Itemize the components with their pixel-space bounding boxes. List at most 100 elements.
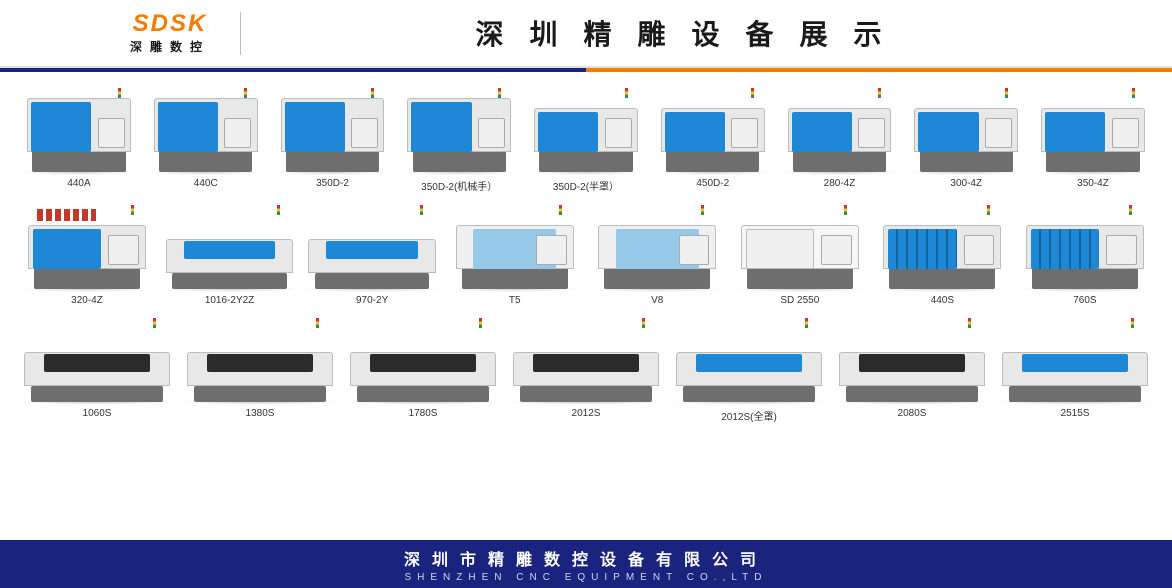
product-cell: 350D-2(半罩） [527, 80, 645, 193]
product-thumb [1034, 80, 1152, 172]
product-cell: 350-4Z [1034, 80, 1152, 193]
product-thumb [672, 310, 826, 402]
product-cell: T5 [448, 197, 582, 306]
header: SDSK 深雕数控 深圳精雕设备展示 [0, 0, 1172, 68]
product-thumb [20, 80, 138, 172]
product-thumb [998, 310, 1152, 402]
product-label: T5 [509, 295, 521, 306]
footer-company-en: SHENZHEN CNC EQUIPMENT CO.,LTD [405, 572, 768, 583]
product-thumb [1018, 197, 1152, 289]
machine-icon [27, 94, 131, 172]
product-label: 300-4Z [950, 178, 982, 189]
product-cell: 350D-2(机械手） [400, 80, 518, 193]
product-cell: 320-4Z [20, 197, 154, 306]
product-cell: SD 2550 [733, 197, 867, 306]
product-thumb [20, 197, 154, 289]
machine-icon [598, 211, 716, 289]
product-label: 440C [194, 178, 218, 189]
product-thumb [400, 80, 518, 172]
product-thumb [274, 80, 392, 172]
product-cell: 2080S [835, 310, 989, 423]
product-thumb [781, 80, 899, 172]
machine-icon [166, 211, 293, 289]
product-label: 350D-2(半罩） [553, 178, 619, 193]
brand-logo: SDSK 深雕数控 [20, 12, 241, 55]
brand-logo-sub: 深雕数控 [130, 38, 210, 55]
machine-icon [350, 324, 496, 402]
machine-icon [534, 94, 638, 172]
product-thumb [20, 310, 174, 402]
machine-icon [154, 94, 258, 172]
product-thumb [875, 197, 1009, 289]
product-thumb [527, 80, 645, 172]
machine-icon [788, 94, 892, 172]
product-label: 2012S [572, 408, 601, 419]
product-grid: 440A 440C 350D-2 350D-2(机械手） 350D-2(半罩） 450D-… [0, 72, 1172, 431]
product-label: 320-4Z [71, 295, 103, 306]
machine-icon [1002, 324, 1148, 402]
machine-icon [1026, 211, 1144, 289]
product-label: 1380S [246, 408, 275, 419]
grid-row-3: 1060S 1380S 1780S 2012S 2012S(全罩) 2080S 2515S [20, 310, 1152, 423]
accent-bar [0, 68, 1172, 72]
product-label: 970-2Y [356, 295, 388, 306]
product-cell: 440S [875, 197, 1009, 306]
product-label: 2515S [1061, 408, 1090, 419]
accent-bar-left [0, 68, 586, 72]
product-thumb [147, 80, 265, 172]
product-cell: 350D-2 [274, 80, 392, 193]
machine-icon [914, 94, 1018, 172]
machine-icon [281, 94, 385, 172]
product-label: SD 2550 [780, 295, 819, 306]
product-label: 1780S [409, 408, 438, 419]
machine-icon [24, 324, 170, 402]
grid-row-1: 440A 440C 350D-2 350D-2(机械手） 350D-2(半罩） 450D-… [20, 80, 1152, 193]
product-thumb [346, 310, 500, 402]
product-cell: V8 [590, 197, 724, 306]
product-thumb [907, 80, 1025, 172]
machine-icon [1041, 94, 1145, 172]
product-thumb [835, 310, 989, 402]
product-thumb [163, 197, 297, 289]
grid-row-2: 320-4Z 1016-2Y2Z 970-2Y T5 V8 SD 2550 440S 760S [20, 197, 1152, 306]
product-cell: 1060S [20, 310, 174, 423]
machine-icon [741, 211, 859, 289]
brand-logo-main: SDSK [133, 12, 208, 36]
product-label: 350D-2(机械手） [421, 178, 497, 193]
page-title: 深圳精雕设备展示 [271, 13, 1152, 53]
machine-icon [883, 211, 1001, 289]
machine-icon [839, 324, 985, 402]
product-label: 440A [67, 178, 90, 189]
product-cell: 2515S [998, 310, 1152, 423]
product-cell: 300-4Z [907, 80, 1025, 193]
product-thumb [590, 197, 724, 289]
product-label: 280-4Z [824, 178, 856, 189]
machine-icon [456, 211, 574, 289]
product-label: 1016-2Y2Z [205, 295, 254, 306]
product-cell: 450D-2 [654, 80, 772, 193]
product-thumb [733, 197, 867, 289]
product-label: 350D-2 [316, 178, 349, 189]
product-cell: 280-4Z [781, 80, 899, 193]
product-cell: 2012S [509, 310, 663, 423]
product-thumb [448, 197, 582, 289]
machine-icon [676, 324, 822, 402]
product-cell: 970-2Y [305, 197, 439, 306]
footer-company-cn: 深圳市精雕数控设备有限公司 [404, 546, 768, 570]
product-cell: 1380S [183, 310, 337, 423]
product-label: 350-4Z [1077, 178, 1109, 189]
product-cell: 1780S [346, 310, 500, 423]
product-cell: 2012S(全罩) [672, 310, 826, 423]
product-label: 760S [1073, 295, 1096, 306]
product-label: 2080S [898, 408, 927, 419]
product-cell: 440C [147, 80, 265, 193]
product-label: 440S [931, 295, 954, 306]
machine-icon [187, 324, 333, 402]
accent-bar-right [586, 68, 1172, 72]
product-label: V8 [651, 295, 663, 306]
footer: 深圳市精雕数控设备有限公司 SHENZHEN CNC EQUIPMENT CO.… [0, 540, 1172, 588]
product-cell: 1016-2Y2Z [163, 197, 297, 306]
product-label: 1060S [83, 408, 112, 419]
machine-icon [407, 94, 511, 172]
product-cell: 440A [20, 80, 138, 193]
